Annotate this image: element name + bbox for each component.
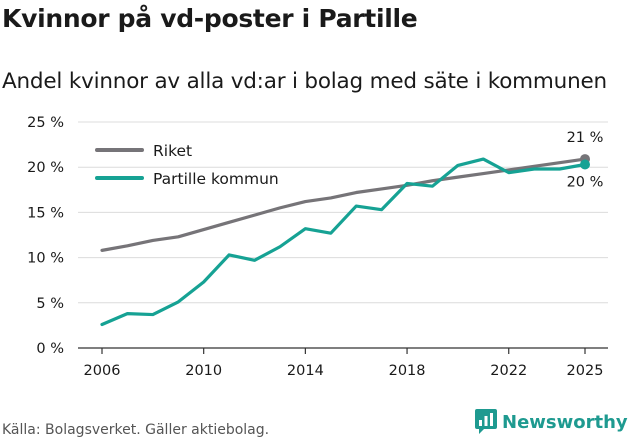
newsworthy-icon — [475, 409, 497, 434]
x-tick-label: 2006 — [84, 363, 121, 379]
series-line-partille-kommun — [100, 157, 587, 327]
series-end-marker-partille-kommun — [580, 159, 590, 170]
legend-label-partille-kommun: Partille kommun — [153, 170, 279, 188]
x-tick-label: 2022 — [490, 363, 527, 379]
page-title: Kvinnor på vd-poster i Partille — [2, 4, 418, 33]
end-label-partille-kommun: 20 % — [567, 174, 604, 190]
y-tick-label: 0 % — [36, 341, 64, 357]
line-chart: 0 % 5 % 10 % 15 % 20 % 25 % 2006 2010 2014 2018 20… — [27, 115, 608, 379]
y-tick-label: 15 % — [27, 205, 64, 221]
end-label-riket: 21 % — [567, 130, 604, 146]
brand-name: Newsworthy — [502, 411, 628, 433]
x-tick-label: 2018 — [389, 363, 426, 379]
y-tick-label: 20 % — [27, 160, 64, 176]
x-tick-label: 2014 — [287, 363, 324, 379]
page-subtitle: Andel kvinnor av alla vd:ar i bolag med … — [2, 69, 607, 94]
newsworthy-logo[interactable]: Newsworthy — [475, 409, 628, 435]
x-tick-label: 2010 — [185, 363, 222, 379]
y-tick-label: 25 % — [27, 115, 64, 131]
y-tick-label: 10 % — [27, 251, 64, 267]
source-note: Källa: Bolagsverket. Gäller aktiebolag. — [2, 422, 270, 438]
legend-label-riket: Riket — [153, 142, 192, 160]
y-tick-label: 5 % — [36, 296, 64, 312]
x-tick-label: 2025 — [567, 363, 604, 379]
